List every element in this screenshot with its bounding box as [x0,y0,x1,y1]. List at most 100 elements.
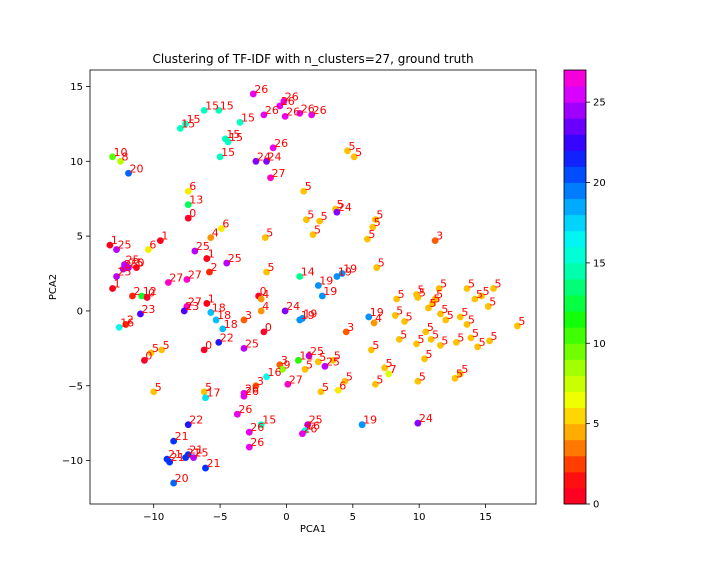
data-point [490,285,497,292]
point-label: 5 [418,283,425,296]
y-axis-label: PCA2 [48,274,59,300]
point-label: 5 [436,288,443,301]
colorbar-band [564,278,586,296]
data-point [514,322,521,330]
x-axis: −10 −5 0 5 10 15 [143,504,492,523]
data-point [183,276,191,283]
data-point [321,362,329,370]
x-tick-label: 5 [350,512,356,523]
point-label: 25 [326,355,340,368]
point-label: 27 [289,373,303,386]
point-label: 2 [133,285,140,298]
data-point [442,316,450,324]
data-point [200,388,208,396]
colorbar-band [564,407,586,425]
data-point [474,343,481,351]
y-tick-label: −5 [68,381,83,392]
colorbar-band [564,70,586,87]
point-label: 1 [114,277,121,290]
point-label: 0 [205,339,212,352]
point-label: 26 [254,83,268,96]
data-point [263,373,270,381]
point-label: 16 [120,316,134,329]
point-label: 1 [208,292,215,305]
colorbar-band [564,487,586,505]
point-label: 5 [376,209,383,222]
data-point [261,234,269,242]
point-label: 13 [189,194,203,207]
point-label: 2 [210,261,217,274]
data-point [109,285,116,292]
data-point [260,328,268,336]
data-point [301,365,309,373]
data-point [463,285,471,292]
x-tick-label: 0 [283,512,289,523]
point-label: 25 [310,345,324,358]
colorbar-band [564,230,586,248]
point-label: 25 [228,252,242,265]
data-point [463,321,471,328]
colorbar-tick-label: 15 [593,258,606,269]
data-point [298,315,306,322]
data-point [437,310,444,318]
data-point [391,312,399,319]
point-label: 3 [436,230,443,243]
data-point [302,216,310,224]
point-label: 20 [175,472,189,485]
point-label: 15 [241,111,255,124]
point-label: 16 [306,420,320,433]
point-label: 5 [495,277,502,290]
data-point [257,307,265,315]
point-label: 0 [148,286,155,299]
data-point [212,316,220,324]
data-point [184,421,192,429]
point-label: 8 [122,150,129,163]
point-label: 0 [265,321,272,334]
data-point [138,292,146,300]
data-point [296,110,304,117]
data-point [125,169,132,177]
chart-title: Clustering of TF-IDF with n_clusters=27,… [152,52,473,66]
data-point [252,382,260,390]
point-label: 24 [257,150,271,163]
point-label: 27 [188,295,202,308]
colorbar: 0 5 10 15 20 25 [563,69,606,511]
data-point [371,380,379,388]
data-point [182,120,189,128]
point-label: 21 [206,457,220,470]
point-label: 1 [208,248,215,261]
point-label: 21 [175,430,189,443]
data-point [164,279,172,286]
data-point [106,241,114,249]
point-label: 5 [155,381,162,394]
point-label: 1 [111,234,118,247]
colorbar-tick-label: 20 [593,178,606,189]
data-point [117,157,124,165]
data-point [304,421,312,429]
point-label: 15 [262,414,276,427]
point-label: 24 [286,300,300,313]
point-label: 25 [124,258,138,271]
point-label: 5 [461,363,468,376]
colorbar-frame [563,69,587,505]
point-label: 26 [301,102,315,115]
colorbar-band [564,455,586,473]
point-label: 5 [307,209,314,222]
colorbar-band [564,311,586,328]
data-point [280,98,288,105]
data-point [150,388,158,396]
data-point [358,421,366,429]
data-point [190,454,197,462]
data-point [223,259,231,267]
data-point [109,153,116,161]
x-tick-label: 15 [479,512,492,523]
data-point [257,421,265,429]
data-point [218,225,225,233]
point-label: 6 [189,180,196,193]
point-label: 15 [187,113,201,126]
point-label: 10 [114,146,128,159]
colorbar-band [564,166,586,184]
point-label: 0 [260,285,267,298]
data-point [371,216,379,224]
point-label: 4 [262,288,269,301]
